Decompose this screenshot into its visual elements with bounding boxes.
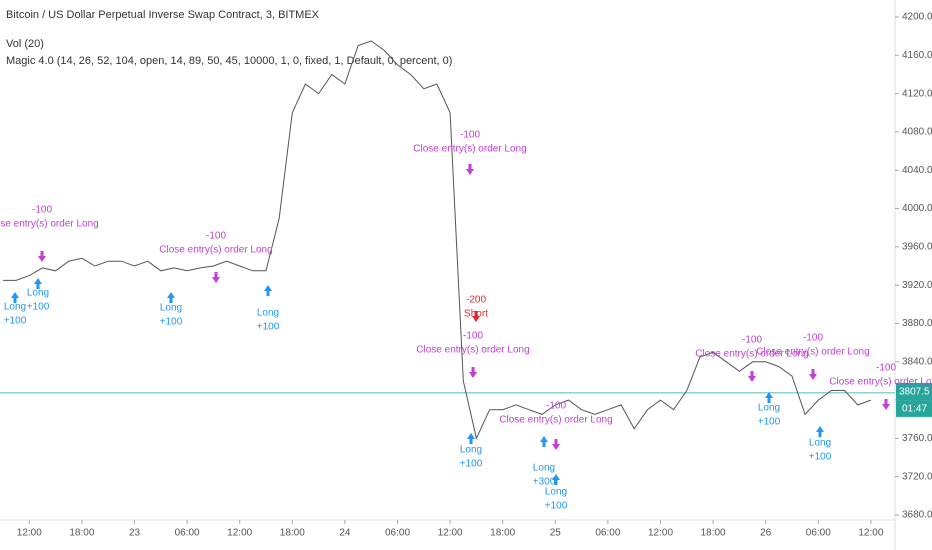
countdown-label: 01:47 (902, 404, 927, 415)
order-label: Long (533, 463, 555, 474)
x-tick-label: 06:00 (806, 528, 831, 539)
order-label: Long (545, 487, 567, 498)
order-label: +100 (257, 322, 280, 333)
order-label: Close entry(s) order Long (0, 219, 99, 230)
order-label: +100 (27, 302, 50, 313)
order-arrow (552, 474, 560, 485)
order-arrow (748, 371, 756, 382)
order-arrow (816, 426, 824, 437)
order-label: Close entry(s) order Long (413, 144, 526, 155)
order-arrow (809, 369, 817, 380)
indicator: Magic 4.0 (14, 26, 52, 104, open, 14, 89… (6, 55, 452, 67)
order-label: Long (27, 288, 49, 299)
order-label: +100 (545, 501, 568, 512)
order-arrow (34, 278, 42, 289)
order-label: Close entry(s) order Long (829, 377, 932, 388)
order-label: +100 (758, 417, 781, 428)
order-label: -100 (742, 335, 762, 346)
order-arrow (467, 433, 475, 444)
x-tick-label: 06:00 (385, 528, 410, 539)
order-label: Long (460, 445, 482, 456)
x-tick-label: 18:00 (490, 528, 515, 539)
y-tick-label: 4040.0 (902, 165, 932, 176)
order-label: Long (758, 403, 780, 414)
y-tick-label: 3920.0 (902, 280, 932, 291)
y-tick-label: 3840.0 (902, 356, 932, 367)
order-label: -200 (466, 295, 486, 306)
order-label: +100 (4, 316, 27, 327)
order-label: -100 (803, 333, 823, 344)
order-arrow (882, 399, 890, 410)
indicator: Vol (20) (6, 38, 44, 50)
x-tick-label: 24 (339, 528, 351, 539)
y-tick-label: 4200.0 (902, 12, 932, 23)
y-tick-label: 4160.0 (902, 50, 932, 61)
y-tick-label: 3720.0 (902, 471, 932, 482)
order-label: -100 (463, 331, 483, 342)
order-arrow (552, 439, 560, 450)
x-tick-label: 26 (760, 528, 772, 539)
x-tick-label: 12:00 (227, 528, 252, 539)
order-label: -100 (876, 363, 896, 374)
y-tick-label: 4120.0 (902, 88, 932, 99)
chart-title: Bitcoin / US Dollar Perpetual Inverse Sw… (6, 9, 320, 21)
order-arrow (264, 285, 272, 296)
order-arrow (469, 367, 477, 378)
x-tick-label: 06:00 (595, 528, 620, 539)
order-label: -100 (32, 205, 52, 216)
order-label: +100 (809, 452, 832, 463)
x-tick-label: 23 (129, 528, 141, 539)
order-label: Close entry(s) order Long (159, 245, 272, 256)
order-label: -100 (206, 231, 226, 242)
x-tick-label: 18:00 (280, 528, 305, 539)
order-arrow (11, 292, 19, 303)
order-arrow (765, 392, 773, 403)
order-label: Close entry(s) order Long (756, 347, 869, 358)
y-tick-label: 3880.0 (902, 318, 932, 329)
order-label: Long (809, 438, 831, 449)
order-label: Close entry(s) order Long (499, 415, 612, 426)
x-tick-label: 12:00 (858, 528, 883, 539)
y-tick-label: 3760.0 (902, 433, 932, 444)
x-tick-label: 06:00 (175, 528, 200, 539)
order-label: -100 (546, 401, 566, 412)
order-label: +100 (160, 317, 183, 328)
order-label: Long (257, 308, 279, 319)
order-arrow (167, 292, 175, 303)
order-label: -100 (460, 130, 480, 141)
x-tick-label: 12:00 (648, 528, 673, 539)
y-tick-label: 4080.0 (902, 127, 932, 138)
order-arrow (212, 272, 220, 283)
x-tick-label: 12:00 (438, 528, 463, 539)
order-label: +100 (460, 459, 483, 470)
order-label: +300 (533, 477, 556, 488)
order-arrow (466, 164, 474, 175)
last-price-label: 3807.5 (899, 387, 930, 398)
last-price-box (896, 382, 932, 401)
price-line (3, 40, 872, 440)
x-tick-label: 12:00 (17, 528, 42, 539)
order-label: Long (160, 303, 182, 314)
order-arrow (540, 436, 548, 447)
y-tick-label: 3680.0 (902, 510, 932, 521)
x-tick-label: 18:00 (69, 528, 94, 539)
order-label: Long (4, 302, 26, 313)
y-tick-label: 4000.0 (902, 203, 932, 214)
order-arrow (472, 311, 480, 322)
x-tick-label: 18:00 (701, 528, 726, 539)
x-tick-label: 25 (550, 528, 562, 539)
order-arrow (38, 251, 46, 262)
y-tick-label: 3960.0 (902, 241, 932, 252)
order-label: Close entry(s) order Long (695, 349, 808, 360)
countdown-box (896, 400, 932, 417)
order-label: Close entry(s) order Long (416, 345, 529, 356)
